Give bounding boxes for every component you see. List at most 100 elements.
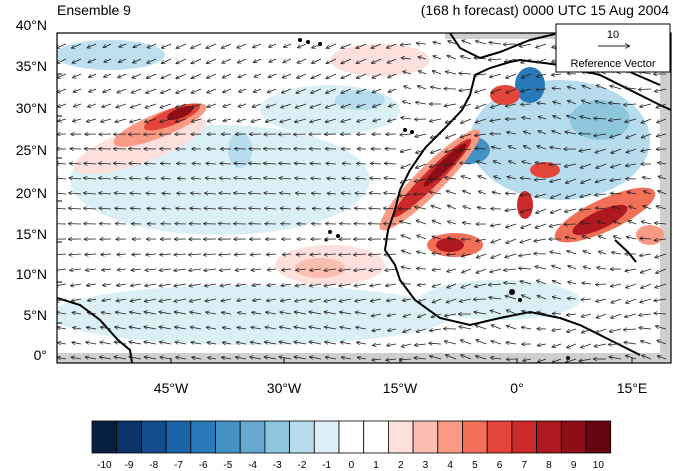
wind-vector (237, 43, 247, 48)
wind-vector (401, 343, 412, 347)
wind-vector (536, 89, 547, 90)
wind-vector (354, 208, 367, 209)
wind-vector (219, 269, 232, 271)
wind-vector (222, 58, 232, 63)
wind-vector (658, 176, 667, 180)
wind-vector (523, 146, 532, 150)
wind-vector (189, 312, 202, 314)
wind-vector (612, 207, 622, 210)
wind-vector (264, 193, 277, 194)
wind-vector (282, 73, 292, 78)
wind-vector (191, 88, 202, 93)
wind-vector (160, 103, 172, 108)
wind-vector (657, 191, 667, 195)
wind-vector (162, 208, 172, 209)
wind-vector (311, 73, 322, 79)
lat-label-15n: 15°N (15, 226, 47, 242)
wind-vector (326, 73, 337, 79)
wind-vector (133, 43, 142, 48)
wind-vector (506, 359, 517, 360)
wind-vector (460, 340, 472, 345)
wind-vector (207, 103, 217, 107)
wind-vector (265, 118, 277, 122)
wind-vector (447, 283, 457, 288)
colorbar-box (486, 420, 513, 454)
wind-vector (338, 254, 352, 255)
wind-vector (386, 299, 397, 301)
wind-vector (70, 284, 82, 286)
wind-vector (417, 298, 427, 302)
wind-vector (73, 104, 82, 107)
wind-vector (610, 193, 622, 194)
wind-vector (473, 74, 487, 75)
wind-vector (418, 57, 427, 59)
wind-vector (387, 58, 397, 63)
wind-vector (131, 269, 142, 270)
wind-vector (536, 58, 547, 63)
wind-vector (535, 266, 547, 270)
wind-vector (416, 220, 427, 225)
wind-vector (506, 326, 517, 330)
wind-vector (447, 268, 457, 272)
wind-vector (431, 206, 442, 210)
wind-vector (430, 87, 442, 89)
wind-vector (310, 163, 322, 164)
wind-vector (579, 209, 592, 210)
colorbar-box (412, 420, 439, 454)
wind-vector (537, 344, 547, 346)
wind-vector (399, 194, 412, 196)
wind-vector (416, 328, 427, 332)
wind-vector (642, 177, 652, 179)
wind-vector (294, 312, 307, 314)
wind-vector (474, 88, 487, 93)
wind-vector (579, 359, 592, 361)
wind-vector (145, 269, 157, 270)
lon-label-15w: 15°W (382, 380, 418, 396)
wind-vector (535, 223, 547, 228)
colorbar-label: 10 (592, 460, 604, 471)
wind-vector (176, 43, 187, 49)
wind-vector (86, 327, 97, 329)
wind-vector (147, 43, 157, 48)
wind-vector (311, 43, 322, 48)
wind-vector (400, 134, 412, 135)
wind-vector (342, 178, 352, 179)
lat-label-20n: 20°N (15, 185, 47, 201)
wind-vector (417, 86, 427, 90)
wind-vector (312, 208, 322, 209)
wind-vector (115, 312, 127, 314)
wind-vector (429, 163, 442, 167)
wind-vector (283, 43, 292, 47)
wind-vector (386, 344, 397, 346)
wind-vector (176, 73, 187, 79)
wind-vector (341, 118, 352, 122)
wind-vector (279, 178, 292, 179)
wind-vector (535, 193, 547, 197)
wind-vector (144, 118, 157, 122)
wind-vector (611, 298, 622, 303)
wind-vector (218, 208, 232, 209)
wind-vector (114, 357, 127, 359)
wind-vector (428, 343, 442, 344)
wind-vector (341, 193, 352, 194)
wind-vector (354, 284, 367, 286)
wind-vector (237, 119, 247, 122)
wind-vector (191, 58, 202, 64)
wind-vector (611, 252, 622, 254)
wind-vector (223, 119, 232, 121)
wind-vector (144, 357, 157, 359)
wind-vector (461, 268, 472, 273)
wind-vector (132, 73, 142, 78)
wind-vector (503, 269, 517, 270)
wind-vector (341, 73, 352, 79)
wind-vector (414, 207, 427, 210)
wind-vector (433, 56, 442, 60)
wind-vector (537, 312, 547, 314)
wind-vector (429, 329, 442, 331)
wind-vector (550, 208, 562, 213)
wind-vector (189, 208, 202, 209)
wind-vector (327, 178, 337, 179)
wind-vector (403, 313, 412, 317)
wind-vector (310, 103, 322, 108)
wind-vector (279, 327, 292, 329)
